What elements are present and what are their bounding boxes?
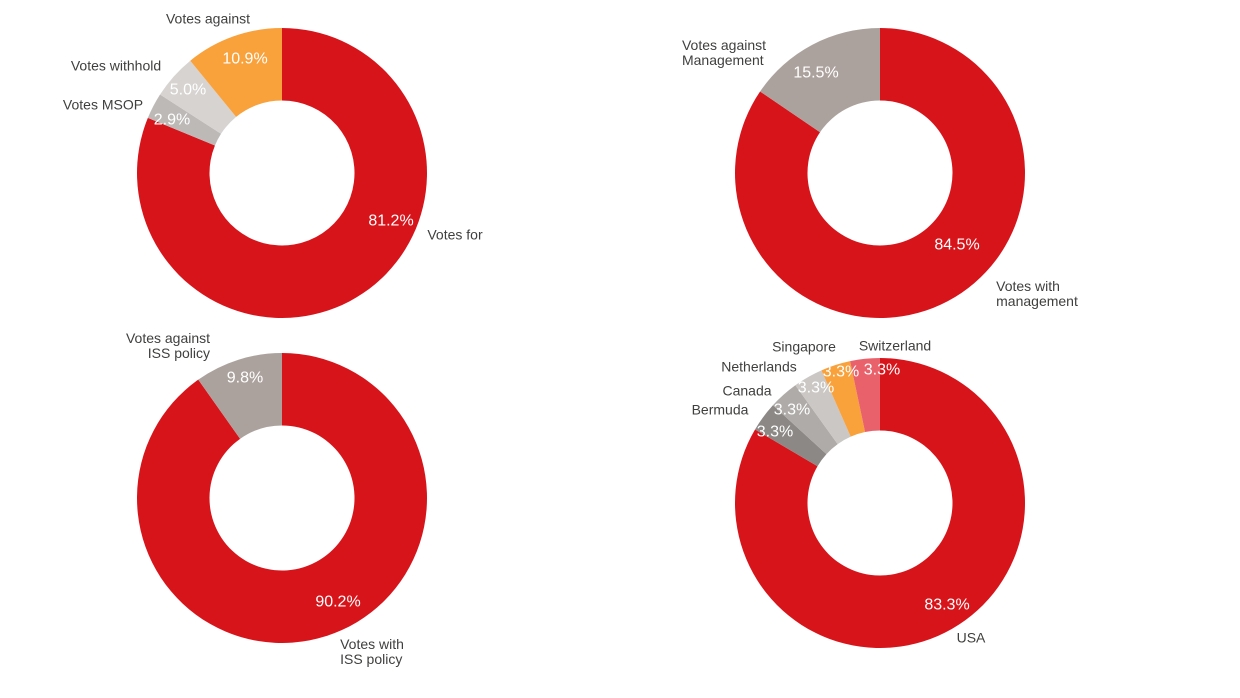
donut-slice-votes-against-management (760, 28, 880, 133)
donut-slice-canada (772, 385, 838, 455)
slice-label-votes-for: Votes for (427, 226, 483, 243)
donut-slice-votes-withhold (160, 60, 237, 134)
slice-pct-switzerland: 3.3% (863, 361, 901, 379)
slice-label-line: ISS policy (340, 651, 403, 667)
slice-label-bermuda: Bermuda (691, 401, 749, 418)
donut-chart-votes-iss-policy (137, 353, 427, 643)
donut-slice-switzerland (850, 358, 880, 433)
slice-label-singapore: Singapore (772, 338, 836, 355)
slice-label-canada: Canada (722, 382, 772, 399)
slice-pct-bermuda: 3.3% (756, 423, 794, 441)
slice-label-votes-with-management: Votes with management (996, 279, 1078, 309)
slice-label-line: Votes against (125, 330, 211, 346)
donut-slice-usa (735, 358, 1025, 648)
slice-pct-votes-withhold: 5.0% (169, 81, 207, 99)
slice-label-votes-against: Votes against (165, 10, 251, 27)
slice-label-netherlands: Netherlands (721, 358, 797, 375)
slice-pct-votes-for: 81.2% (368, 212, 414, 230)
slice-pct-votes-against: 10.9% (222, 50, 268, 68)
slice-label-votes-with-iss-policy: Votes with ISS policy (340, 637, 404, 667)
donut-slice-bermuda (755, 405, 827, 467)
donut-slice-votes-against-iss-policy (198, 353, 282, 439)
slice-pct-votes-with-management: 84.5% (934, 236, 980, 254)
slice-label-usa: USA (956, 629, 986, 646)
slice-pct-canada: 3.3% (773, 401, 811, 419)
donut-slice-votes-against (190, 28, 282, 117)
donut-slice-singapore (821, 361, 866, 437)
donut-chart-votes-management (735, 28, 1025, 318)
slice-label-line: management (996, 293, 1078, 309)
slice-label-votes-against-management: Votes against Management (682, 38, 766, 68)
slice-label-switzerland: Switzerland (858, 337, 932, 354)
donut-slice-votes-msop (147, 94, 222, 146)
donut-slice-votes-with-management (735, 28, 1025, 318)
donut-slice-netherlands (795, 370, 851, 445)
slice-pct-votes-against-management: 15.5% (793, 64, 839, 82)
slice-label-votes-against-iss-policy: Votes against ISS policy (126, 331, 210, 361)
slice-label-votes-withhold: Votes withhold (70, 57, 162, 74)
donut-slice-votes-for (137, 28, 427, 318)
slice-pct-usa: 83.3% (924, 596, 970, 614)
slice-pct-votes-against-iss-policy: 9.8% (226, 369, 264, 387)
slice-label-line: Votes against (681, 37, 767, 53)
donut-chart-votes-by-country (735, 358, 1025, 648)
slice-pct-singapore: 3.3% (822, 363, 860, 381)
slice-pct-netherlands: 3.3% (797, 379, 835, 397)
slice-label-line: ISS policy (147, 345, 211, 361)
slice-pct-votes-with-iss-policy: 90.2% (315, 593, 361, 611)
slice-label-votes-msop: Votes MSOP (62, 96, 144, 113)
slice-label-line: Votes with (340, 636, 404, 652)
donut-slice-votes-with-iss-policy (137, 353, 427, 643)
slice-pct-votes-msop: 2.9% (153, 111, 191, 129)
slice-label-line: Votes with (996, 278, 1060, 294)
slice-label-line: Management (681, 52, 764, 68)
donut-chart-votes-for-against (137, 28, 427, 318)
